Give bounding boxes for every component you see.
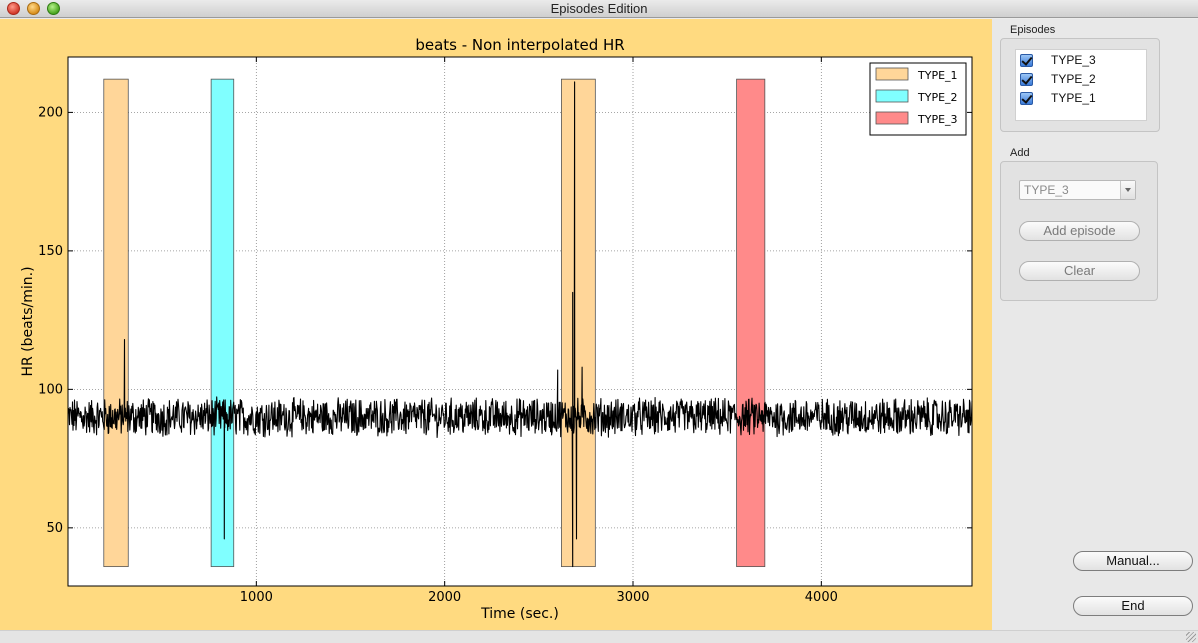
resize-grip-icon[interactable] [1186,632,1196,642]
legend-label: TYPE_3 [917,113,958,126]
end-button[interactable]: End [1073,596,1193,616]
episode-band-type_1[interactable] [561,78,596,568]
hr-series-line [67,81,973,568]
add-group: TYPE_3 Add episode Clear [1000,161,1158,301]
add-group-label: Add [1010,147,1030,159]
zoom-window-button[interactable] [47,2,60,15]
episode-checkbox-type2[interactable] [1020,72,1033,86]
add-episode-button[interactable]: Add episode [1019,221,1140,241]
legend-swatch-type_1 [875,67,909,81]
episode-band-type_3[interactable] [736,78,766,568]
episode-item-type2[interactable]: TYPE_2 [1016,70,1096,88]
legend-label: TYPE_2 [917,91,958,104]
hr-chart[interactable]: 1000 2000 3000 4000 50 100 150 200 beats - Non i… [0,19,992,630]
y-axis-label: HR (beats/min.) [20,266,36,376]
plot-frame [67,56,973,587]
x-tick-label: 4000 [805,590,838,605]
episode-item-type1[interactable]: TYPE_1 [1016,89,1096,107]
episodes-list: TYPE_3 TYPE_2 TYPE_1 [1015,49,1147,121]
episode-checkbox-type1[interactable] [1020,91,1033,105]
y-tick-label: 200 [38,105,63,120]
plot-panel: 1000 2000 3000 4000 50 100 150 200 beats - Non i… [0,19,992,630]
y-tick-label: 100 [38,382,63,397]
episode-band-type_1[interactable] [103,78,129,568]
plot-area [68,57,972,586]
chevron-down-icon[interactable] [1120,181,1135,199]
title-bar: Episodes Edition [0,0,1198,18]
minimize-window-button[interactable] [27,2,40,15]
episodes-group-label: Episodes [1010,24,1056,36]
x-tick-label: 3000 [616,590,649,605]
episode-item-type3[interactable]: TYPE_3 [1016,51,1096,69]
episode-label: TYPE_2 [1051,72,1096,86]
legend-swatch-type_2 [875,89,909,103]
episode-checkbox-type3[interactable] [1020,53,1033,67]
legend-swatch-type_3 [875,111,909,125]
chart-title: beats - Non interpolated HR [415,36,624,54]
side-panel: Episodes TYPE_3 TYPE_2 TYPE_1 Add TYPE_3… [992,19,1198,630]
y-tick-label: 150 [38,244,63,259]
window-title: Episodes Edition [550,1,648,16]
episode-type-select[interactable]: TYPE_3 [1019,180,1136,200]
clear-button[interactable]: Clear [1019,261,1140,281]
manual-button[interactable]: Manual... [1073,551,1193,571]
episode-type-select-value: TYPE_3 [1024,183,1069,197]
legend-label: TYPE_1 [917,69,958,82]
x-tick-label: 2000 [428,590,461,605]
close-window-button[interactable] [7,2,20,15]
y-tick-label: 50 [46,521,63,536]
x-axis-label: Time (sec.) [480,606,559,622]
status-strip [0,630,1198,643]
episodes-group: TYPE_3 TYPE_2 TYPE_1 [1000,38,1160,132]
episode-label: TYPE_3 [1051,53,1096,67]
episode-band-type_2[interactable] [210,78,235,568]
episode-label: TYPE_1 [1051,91,1096,105]
x-tick-label: 1000 [240,590,273,605]
